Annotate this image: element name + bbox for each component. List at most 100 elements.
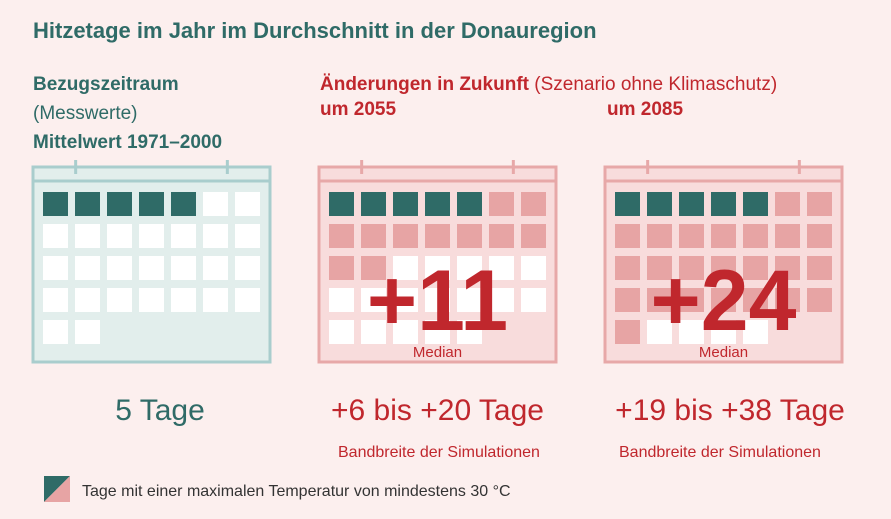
day-cell-p2055-17: [425, 256, 450, 280]
day-cell-p2085-7: [615, 224, 640, 248]
chart-title: Hitzetage im Jahr im Durchschnitt in der…: [33, 18, 597, 43]
day-cell-reference-3: [139, 192, 164, 216]
day-cell-p2085-22: [647, 288, 672, 312]
day-cell-p2085-19: [775, 256, 800, 280]
day-cell-p2085-28: [615, 320, 640, 344]
median-caption-p2085: Median: [699, 344, 748, 361]
day-cell-p2085-27: [807, 288, 832, 312]
reference-subheading: (Messwerte): [33, 103, 138, 124]
day-cell-reference-27: [235, 288, 260, 312]
period-label-2085: um 2085: [607, 99, 684, 120]
day-cell-p2085-11: [743, 224, 768, 248]
day-cell-reference-16: [107, 256, 132, 280]
day-cell-p2055-5: [489, 192, 514, 216]
day-cell-p2055-27: [521, 288, 546, 312]
reference-period: Mittelwert 1971–2000: [33, 132, 223, 153]
day-cell-reference-2: [107, 192, 132, 216]
day-cell-reference-11: [171, 224, 196, 248]
day-cell-p2085-13: [807, 224, 832, 248]
range-2085: +19 bis +38 Tage: [615, 394, 845, 427]
day-cell-p2085-20: [807, 256, 832, 280]
median-value-p2085: +24: [651, 253, 797, 349]
day-cell-p2055-3: [425, 192, 450, 216]
day-cell-p2055-18: [457, 256, 482, 280]
day-cell-reference-18: [171, 256, 196, 280]
day-cell-p2085-26: [775, 288, 800, 312]
day-cell-p2085-4: [743, 192, 768, 216]
day-cell-reference-10: [139, 224, 164, 248]
day-cell-p2055-16: [393, 256, 418, 280]
day-cell-reference-1: [75, 192, 100, 216]
day-cell-p2085-25: [743, 288, 768, 312]
day-cell-p2055-28: [329, 320, 354, 344]
day-cell-p2085-24: [711, 288, 736, 312]
day-cell-reference-19: [203, 256, 228, 280]
day-cell-p2055-14: [329, 256, 354, 280]
day-cell-p2055-29: [361, 320, 386, 344]
median-value-p2055: +11: [367, 253, 508, 349]
day-cell-p2055-9: [393, 224, 418, 248]
day-cell-p2055-24: [425, 288, 450, 312]
day-cell-p2055-20: [521, 256, 546, 280]
day-cell-p2085-15: [647, 256, 672, 280]
reference-header: Bezugszeitraum (Messwerte) Mittelwert 19…: [33, 70, 222, 157]
reference-value: 5 Tage: [115, 394, 205, 427]
day-cell-p2085-2: [679, 192, 704, 216]
day-cell-reference-26: [203, 288, 228, 312]
day-cell-p2055-11: [457, 224, 482, 248]
day-cell-reference-29: [75, 320, 100, 344]
day-cell-reference-28: [43, 320, 68, 344]
reference-heading: Bezugszeitraum: [33, 74, 179, 95]
day-cell-p2055-6: [521, 192, 546, 216]
day-cell-p2085-5: [775, 192, 800, 216]
legend-swatch-icon: [44, 476, 70, 502]
day-cell-p2085-31: [711, 320, 736, 344]
day-cell-p2055-31: [425, 320, 450, 344]
day-cell-reference-9: [107, 224, 132, 248]
day-cell-reference-6: [235, 192, 260, 216]
day-cell-p2055-30: [393, 320, 418, 344]
day-cell-p2055-7: [329, 224, 354, 248]
legend-label: Tage mit einer maximalen Temperatur von …: [82, 483, 511, 500]
day-cell-p2085-0: [615, 192, 640, 216]
day-cell-p2085-8: [647, 224, 672, 248]
day-cell-p2085-29: [647, 320, 672, 344]
day-cell-reference-23: [107, 288, 132, 312]
band-caption-2055: Bandbreite der Simulationen: [338, 444, 540, 461]
future-header: Änderungen in Zukunft (Szenario ohne Kli…: [320, 70, 777, 99]
day-cell-reference-4: [171, 192, 196, 216]
day-cell-p2085-23: [679, 288, 704, 312]
day-cell-reference-0: [43, 192, 68, 216]
day-cell-p2085-6: [807, 192, 832, 216]
day-cell-reference-17: [139, 256, 164, 280]
day-cell-p2085-17: [711, 256, 736, 280]
day-cell-reference-24: [139, 288, 164, 312]
future-heading: Änderungen in Zukunft: [320, 74, 529, 95]
day-cell-p2085-16: [679, 256, 704, 280]
day-cell-reference-20: [235, 256, 260, 280]
day-cell-p2055-19: [489, 256, 514, 280]
day-cell-p2085-9: [679, 224, 704, 248]
day-cell-p2055-26: [489, 288, 514, 312]
day-cell-p2055-4: [457, 192, 482, 216]
day-cell-p2055-2: [393, 192, 418, 216]
day-cell-p2085-12: [775, 224, 800, 248]
day-cell-p2055-25: [457, 288, 482, 312]
day-cell-reference-12: [203, 224, 228, 248]
day-cell-p2055-1: [361, 192, 386, 216]
day-cell-p2085-30: [679, 320, 704, 344]
day-cell-p2085-1: [647, 192, 672, 216]
day-cell-reference-8: [75, 224, 100, 248]
day-cell-reference-5: [203, 192, 228, 216]
period-label-2055: um 2055: [320, 99, 397, 120]
day-cell-p2085-10: [711, 224, 736, 248]
day-cell-p2085-3: [711, 192, 736, 216]
day-cell-p2055-32: [457, 320, 482, 344]
future-scenario: (Szenario ohne Klimaschutz): [534, 74, 778, 95]
day-cell-p2055-21: [329, 288, 354, 312]
band-caption-2085: Bandbreite der Simulationen: [619, 444, 821, 461]
day-cell-p2085-14: [615, 256, 640, 280]
day-cell-p2085-21: [615, 288, 640, 312]
day-cell-reference-15: [75, 256, 100, 280]
